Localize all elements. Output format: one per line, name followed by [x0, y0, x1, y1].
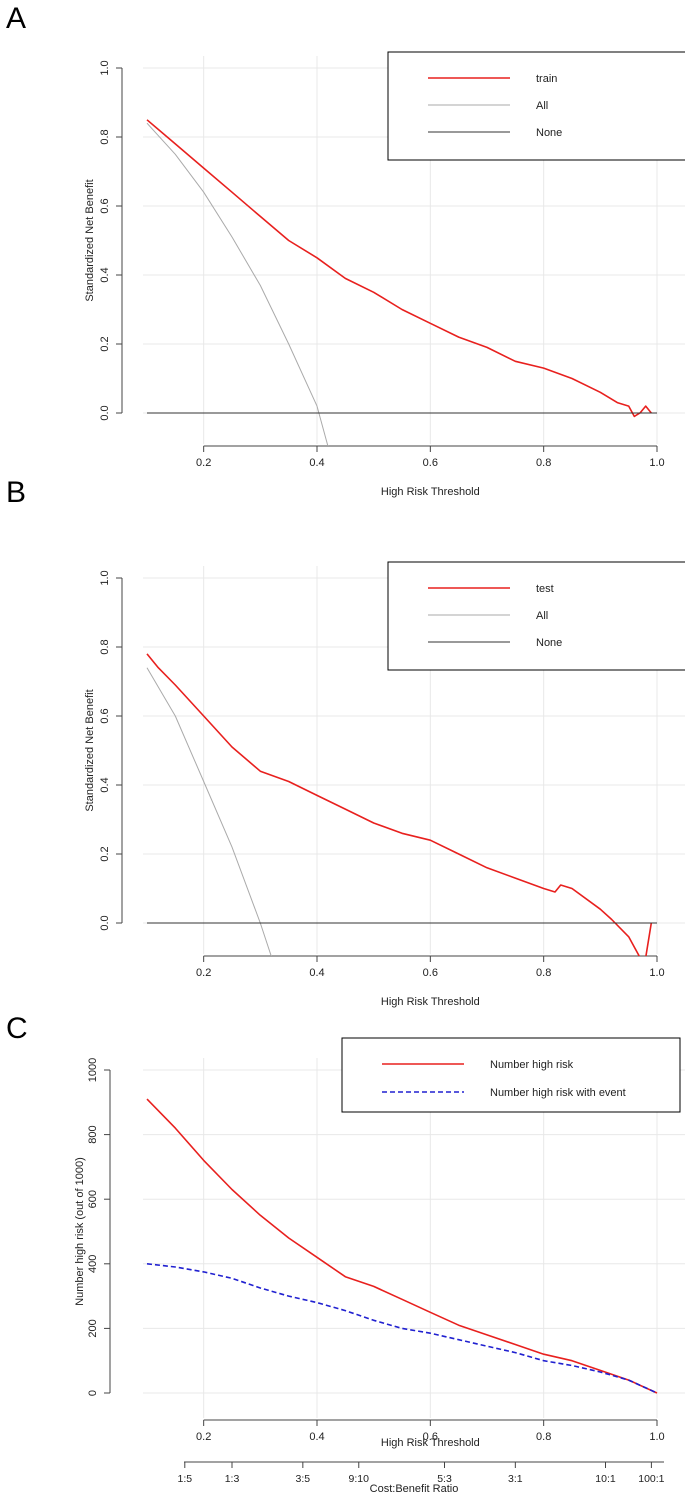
x-tick-label: 0.4 — [309, 1431, 324, 1443]
legend: Number high risk Number high risk with ev… — [341, 1037, 681, 1113]
legend-label: train — [536, 73, 557, 85]
x2-tick-label: 100:1 — [638, 1473, 664, 1485]
y-tick-label: 0.2 — [99, 336, 111, 351]
x-tick-label: 0.8 — [536, 457, 551, 469]
x-tick-label: 0.4 — [309, 967, 324, 979]
y-axis — [116, 67, 123, 414]
x2-tick-label: 1:3 — [225, 1473, 240, 1485]
y-axis-label: Standardized Net Benefit — [84, 179, 96, 301]
legend-label: Number high risk with event — [490, 1087, 626, 1099]
panel-letter-c: C — [6, 1012, 28, 1045]
chart-panel-1: 0.0 0.2 0.4 0.6 0.8 1.0 Standardized Net Benef… — [84, 51, 685, 498]
legend-label: All — [536, 100, 548, 112]
y-tick-label: 0.0 — [99, 405, 111, 420]
panel-letter-b: B — [6, 476, 27, 509]
y-tick-label: 800 — [87, 1125, 99, 1143]
chart-panel-3: 0 200 400 600 800 1000 Number high risk (out o… — [74, 1037, 685, 1495]
x-axis-label: High Risk Threshold — [381, 1437, 480, 1449]
x-axis-label: High Risk Threshold — [381, 996, 480, 1008]
series-line-all — [146, 667, 272, 956]
x-tick-label: 0.8 — [536, 967, 551, 979]
x-axis — [203, 1419, 658, 1426]
x2-tick-label: 9:10 — [349, 1473, 370, 1485]
series-line-number-high-risk — [146, 1098, 658, 1394]
y-tick-label: 0 — [87, 1390, 99, 1396]
y-axis-label: Standardized Net Benefit — [84, 689, 96, 811]
series-group — [146, 119, 657, 446]
y-tick-label: 600 — [87, 1190, 99, 1208]
panel-letter-a: A — [6, 2, 27, 35]
legend-box — [387, 561, 685, 671]
legend: test All None — [387, 561, 685, 671]
x-tick-label: 0.2 — [196, 967, 211, 979]
x-tick-label: 0.6 — [423, 1431, 438, 1443]
y-tick-label: 0.4 — [99, 777, 111, 792]
x2-tick-label: 5:3 — [437, 1473, 452, 1485]
series-line-train — [146, 119, 652, 418]
x-axis-label: High Risk Threshold — [381, 486, 480, 498]
y-tick-label: 1.0 — [99, 60, 111, 75]
x-tick-label: 0.6 — [423, 457, 438, 469]
y-axis-label: Number high risk (out of 1000) — [74, 1157, 86, 1306]
y-tick-label: 0.6 — [99, 708, 111, 723]
y-axis — [104, 1069, 111, 1394]
legend-box — [341, 1037, 681, 1113]
series-group — [146, 1098, 658, 1394]
legend-label: None — [536, 637, 562, 649]
series-group — [146, 653, 657, 956]
chart-panel-2: 0.0 0.2 0.4 0.6 0.8 1.0 Standardized Net Benef… — [84, 561, 685, 1008]
series-line-test — [146, 653, 653, 956]
x-axis — [203, 445, 658, 452]
y-tick-label: 0.8 — [99, 639, 111, 654]
x2-tick-label: 1:5 — [177, 1473, 192, 1485]
x-tick-label: 0.6 — [423, 967, 438, 979]
y-axis — [116, 577, 123, 924]
x2-tick-label: 3:5 — [296, 1473, 311, 1485]
legend-label: test — [536, 583, 554, 595]
x-tick-label: 0.2 — [196, 1431, 211, 1443]
grid — [143, 1058, 685, 1418]
y-tick-label: 200 — [87, 1319, 99, 1337]
x-tick-label: 1.0 — [649, 967, 664, 979]
x-axis — [203, 955, 658, 962]
legend-label: All — [536, 610, 548, 622]
series-line-all — [146, 122, 329, 446]
legend-label: Number high risk — [490, 1059, 574, 1071]
y-tick-label: 0.4 — [99, 267, 111, 282]
x2-tick-label: 10:1 — [595, 1473, 616, 1485]
x-tick-label: 0.4 — [309, 457, 324, 469]
x2-axis-label: Cost:Benefit Ratio — [370, 1483, 459, 1495]
x-tick-label: 1.0 — [649, 457, 664, 469]
y-tick-label: 0.8 — [99, 129, 111, 144]
legend-box — [387, 51, 685, 161]
y-tick-label: 400 — [87, 1255, 99, 1273]
x-tick-label: 1.0 — [649, 1431, 664, 1443]
x-tick-label: 0.8 — [536, 1431, 551, 1443]
legend: train All None — [387, 51, 685, 161]
x2-tick-label: 3:1 — [508, 1473, 523, 1485]
y-tick-label: 0.2 — [99, 846, 111, 861]
y-tick-label: 1.0 — [99, 570, 111, 585]
y-tick-label: 1000 — [87, 1058, 99, 1082]
x-tick-label: 0.2 — [196, 457, 211, 469]
legend-label: None — [536, 127, 562, 139]
x2-axis — [184, 1461, 664, 1468]
y-tick-label: 0.6 — [99, 198, 111, 213]
y-tick-label: 0.0 — [99, 915, 111, 930]
